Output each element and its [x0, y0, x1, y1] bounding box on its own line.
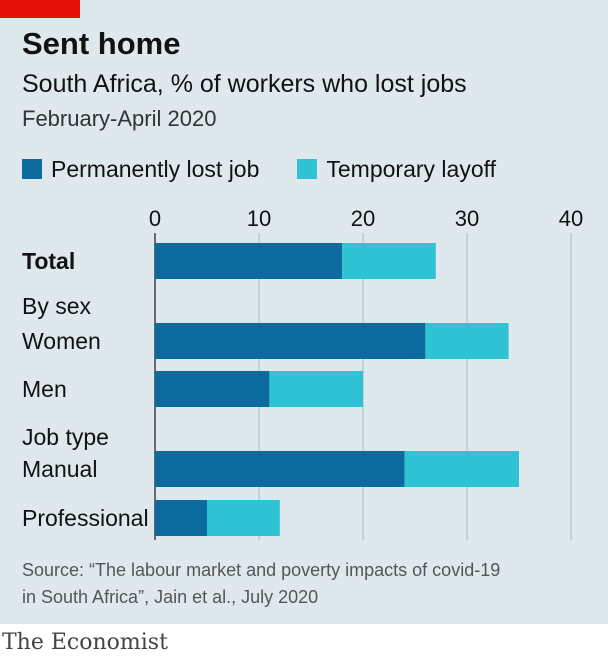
tick-label-30: 30 [455, 206, 479, 231]
category-label-men: Men [22, 376, 67, 402]
category-label-manual: Manual [22, 456, 97, 482]
bar-men-permanent [155, 371, 270, 407]
legend-item-temporary: Temporary layoff [297, 156, 496, 183]
bar-men-temporary [269, 371, 363, 407]
legend-label-permanent: Permanently lost job [51, 155, 260, 182]
bar-total-permanent [155, 243, 343, 279]
bar-chart: 0 10 20 30 40 By sex Job type Total Women Men Manu… [22, 206, 583, 540]
source-line-2: in South Africa”, Jain et al., July 2020 [22, 587, 319, 607]
brand-tag [0, 0, 80, 18]
category-label-professional: Professional [22, 505, 149, 531]
category-label-women: Women [22, 328, 101, 354]
chart-panel [0, 0, 608, 624]
tick-label-10: 10 [247, 206, 271, 231]
group-label-0: By sex [22, 293, 92, 319]
tick-label-20: 20 [351, 206, 375, 231]
chart-title: Sent home [22, 26, 181, 61]
legend-item-permanent: Permanently lost job [22, 156, 259, 183]
bar-women-temporary [425, 323, 509, 359]
bar-total-temporary [342, 243, 436, 279]
category-label-total: Total [22, 248, 75, 274]
legend-label-temporary: Temporary layoff [326, 155, 496, 182]
bar-manual-temporary [404, 451, 519, 487]
legend-swatch-temporary [297, 159, 318, 179]
legend-swatch-permanent [22, 159, 42, 179]
group-label-1: Job type [22, 424, 109, 450]
brand-logo: The Economist [2, 630, 168, 655]
tick-label-40: 40 [559, 206, 583, 231]
chart-subtitle: South Africa, % of workers who lost jobs [22, 70, 467, 98]
bar-women-permanent [155, 323, 426, 359]
bar-professional-permanent [155, 500, 207, 536]
chart-period: February-April 2020 [22, 106, 217, 131]
tick-label-0: 0 [149, 206, 161, 231]
source-note: Source: “The labour market and poverty i… [22, 557, 582, 611]
bar-manual-permanent [155, 451, 405, 487]
source-line-1: Source: “The labour market and poverty i… [22, 560, 501, 580]
legend: Permanently lost job Temporary layoff [22, 154, 534, 184]
bar-professional-temporary [207, 500, 280, 536]
